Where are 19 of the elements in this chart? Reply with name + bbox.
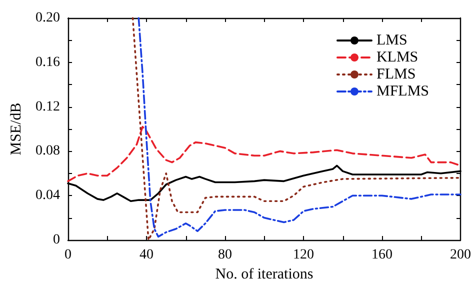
x-tick-label: 0 [64,248,72,262]
y-tick-label: 0.12 [36,99,60,114]
legend-label: KLMS [376,50,418,66]
line-series [67,126,462,182]
y-tick-label: 0.04 [36,188,60,204]
y-axis-title: MSE/dB [8,102,24,156]
x-tick-label: 160 [372,248,392,262]
y-tick-label: 0.20 [36,10,60,26]
x-tick-label: 80 [218,248,232,262]
x-tick-label: 120 [293,248,314,262]
legend-label: MFLMS [376,84,430,100]
legend-label: FLMS [376,66,416,82]
x-tick-label: 40 [140,248,154,262]
x-axis-title: No. of iterations [215,266,314,282]
y-tick-label: 0 [53,232,60,248]
legend-label: LMS [376,32,408,48]
y-tick-label: 0.08 [36,144,60,159]
x-tick-label: 200 [450,248,471,262]
y-tick-label: 0.16 [36,54,60,70]
